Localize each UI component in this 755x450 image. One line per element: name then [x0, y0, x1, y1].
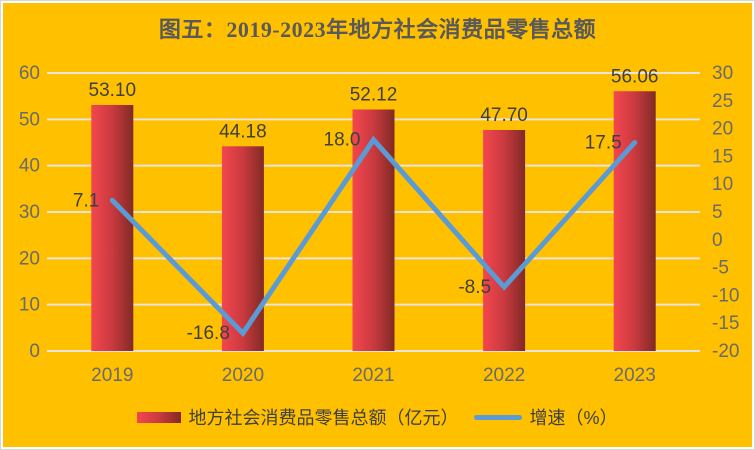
line-value-label: 7.1: [73, 190, 99, 211]
x-axis-label: 2019: [91, 365, 133, 386]
left-axis-tick: 30: [19, 202, 40, 223]
x-axis-label: 2020: [222, 365, 264, 386]
right-axis-tick: 5: [712, 202, 723, 223]
bar-value-label: 53.10: [89, 80, 137, 101]
bar-value-label: 47.70: [480, 105, 528, 126]
right-axis-tick: -5: [712, 258, 729, 279]
bar-2023: [613, 91, 656, 351]
line-value-label: 17.5: [585, 133, 622, 154]
legend-line-swatch: [474, 414, 523, 420]
right-axis-tick: -20: [712, 341, 739, 362]
right-axis-tick: 0: [712, 230, 723, 251]
bar-2021: [352, 109, 395, 351]
line-value-label: -8.5: [458, 277, 491, 298]
left-axis-tick: 40: [19, 156, 40, 177]
x-axis-label: 2023: [614, 365, 656, 386]
left-axis-tick: 20: [19, 248, 40, 269]
legend-bar-swatch: [137, 411, 182, 423]
legend-bar-label: 地方社会消费品零售总额（亿元）: [188, 408, 459, 428]
right-axis-tick: -10: [712, 285, 739, 306]
growth-line: [109, 135, 638, 338]
right-axis-tick: 25: [712, 91, 733, 112]
right-axis-tick: 20: [712, 119, 733, 140]
x-axis-label: 2022: [483, 365, 525, 386]
bar-value-label: 44.18: [219, 121, 267, 142]
legend: 地方社会消费品零售总额（亿元） 增速（%）: [0, 404, 755, 430]
line-value-label: 18.0: [324, 130, 361, 151]
right-axis-tick: 15: [712, 146, 733, 167]
right-axis-tick: 10: [712, 174, 733, 195]
left-axis-tick: 60: [19, 63, 40, 84]
left-axis-tick: 10: [19, 295, 40, 316]
x-axis-label: 2021: [352, 365, 394, 386]
bar-2022: [483, 129, 526, 351]
left-axis-tick: 0: [29, 341, 40, 362]
bar-value-label: 56.06: [611, 66, 659, 87]
chart-title: 图五：2019-2023年地方社会消费品零售总额: [158, 17, 597, 42]
right-axis-tick: -15: [712, 313, 739, 334]
bar-2019: [91, 104, 134, 351]
left-axis-tick: 50: [19, 109, 40, 130]
line-value-label: -16.8: [187, 323, 230, 344]
legend-line-label: 增速（%）: [529, 408, 618, 428]
right-axis-tick: 30: [712, 63, 733, 84]
bar-value-label: 52.12: [350, 85, 398, 106]
